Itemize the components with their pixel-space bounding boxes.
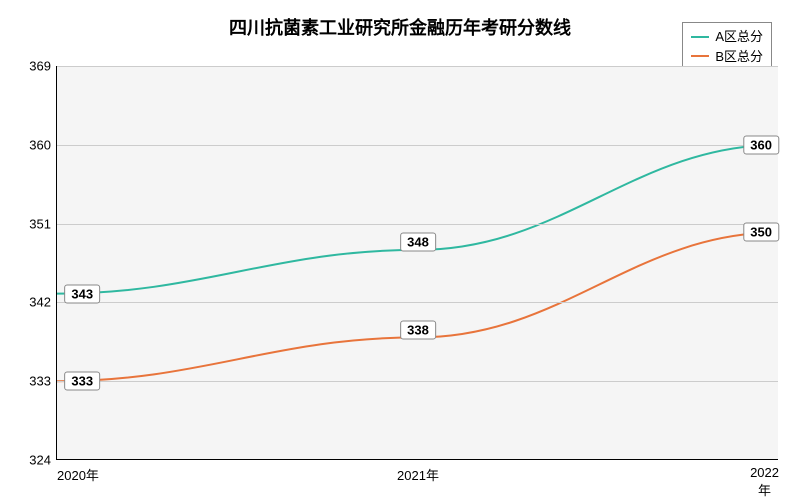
plot-area: 3243333423513603692020年2021年2022年3433483…	[56, 66, 778, 460]
y-tick-label: 324	[29, 453, 57, 468]
gridline	[57, 381, 778, 382]
data-label: 333	[64, 372, 100, 391]
series-line-b	[57, 232, 779, 381]
legend-swatch	[691, 36, 709, 38]
legend-label: A区总分	[715, 27, 763, 47]
chart-title: 四川抗菌素工业研究所金融历年考研分数线	[0, 14, 800, 40]
x-tick-label: 2022年	[750, 459, 779, 499]
y-tick-label: 342	[29, 295, 57, 310]
data-label: 350	[743, 223, 779, 242]
x-tick-label: 2020年	[57, 459, 99, 484]
gridline	[57, 302, 778, 303]
data-label: 343	[64, 284, 100, 303]
legend-swatch	[691, 55, 709, 57]
y-tick-label: 333	[29, 374, 57, 389]
chart-container: 四川抗菌素工业研究所金融历年考研分数线 A区总分B区总分 324 333 342 35…	[0, 0, 800, 500]
data-label: 360	[743, 135, 779, 154]
legend-item: B区总分	[691, 47, 763, 67]
series-line-a	[57, 145, 779, 294]
legend-label: B区总分	[715, 47, 763, 67]
x-tick-label: 2021年	[397, 459, 439, 484]
y-tick-label: 369	[29, 59, 57, 74]
line-layer	[57, 66, 779, 460]
y-tick-label: 351	[29, 216, 57, 231]
data-label: 338	[400, 320, 436, 339]
legend: A区总分B区总分	[682, 22, 772, 71]
y-tick-label: 360	[29, 137, 57, 152]
gridline	[57, 66, 778, 67]
data-label: 348	[400, 232, 436, 251]
legend-item: A区总分	[691, 27, 763, 47]
gridline	[57, 224, 778, 225]
gridline	[57, 145, 778, 146]
